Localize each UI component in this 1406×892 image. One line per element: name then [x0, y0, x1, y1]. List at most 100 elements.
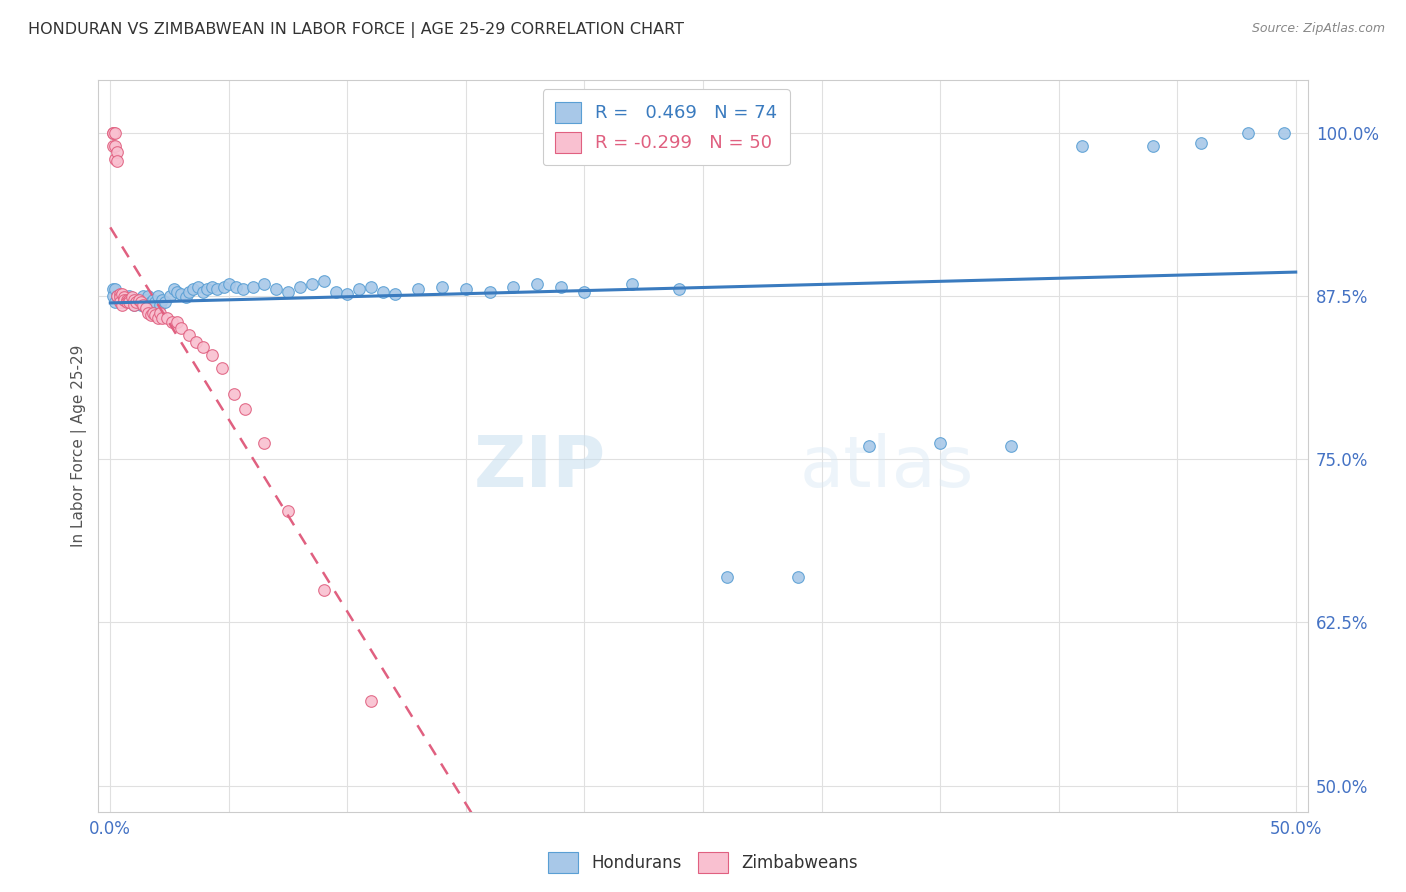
- Point: [135, 293, 157, 307]
- Point: [149, 306, 172, 320]
- Point: [108, 287, 131, 301]
- Point: [574, 285, 596, 299]
- Point: [101, 282, 124, 296]
- Point: [121, 290, 143, 304]
- Point: [170, 321, 193, 335]
- Point: [142, 306, 165, 320]
- Point: [242, 279, 264, 293]
- Point: [104, 282, 127, 296]
- Point: [668, 282, 690, 296]
- Point: [128, 293, 150, 307]
- Point: [432, 279, 454, 293]
- Point: [187, 279, 209, 293]
- Point: [277, 504, 299, 518]
- Point: [105, 145, 128, 160]
- Point: [201, 348, 224, 362]
- Point: [858, 439, 880, 453]
- Point: [1071, 138, 1094, 153]
- Point: [114, 289, 136, 303]
- Point: [101, 138, 124, 153]
- Point: [135, 301, 157, 315]
- Point: [125, 295, 148, 310]
- Point: [104, 126, 127, 140]
- Point: [1142, 138, 1164, 153]
- Point: [716, 569, 738, 583]
- Point: [111, 298, 134, 312]
- Point: [550, 279, 572, 293]
- Text: HONDURAN VS ZIMBABWEAN IN LABOR FORCE | AGE 25-29 CORRELATION CHART: HONDURAN VS ZIMBABWEAN IN LABOR FORCE | …: [28, 22, 685, 38]
- Point: [166, 285, 188, 299]
- Point: [264, 282, 287, 296]
- Point: [105, 154, 128, 169]
- Point: [152, 293, 174, 307]
- Point: [371, 285, 394, 299]
- Point: [301, 277, 323, 291]
- Point: [139, 295, 162, 310]
- Point: [408, 282, 430, 296]
- Point: [191, 340, 214, 354]
- Point: [149, 298, 172, 312]
- Point: [111, 287, 134, 301]
- Point: [174, 290, 197, 304]
- Point: [211, 360, 233, 375]
- Point: [118, 293, 141, 307]
- Point: [1237, 126, 1260, 140]
- Point: [146, 289, 169, 303]
- Point: [166, 315, 188, 329]
- Legend: R =   0.469   N = 74, R = -0.299   N = 50: R = 0.469 N = 74, R = -0.299 N = 50: [543, 89, 790, 165]
- Point: [104, 138, 127, 153]
- Point: [115, 293, 138, 307]
- Text: Source: ZipAtlas.com: Source: ZipAtlas.com: [1251, 22, 1385, 36]
- Point: [253, 436, 276, 450]
- Point: [108, 295, 131, 310]
- Point: [136, 289, 159, 303]
- Point: [129, 298, 152, 312]
- Point: [325, 285, 347, 299]
- Point: [143, 309, 166, 323]
- Point: [360, 694, 382, 708]
- Point: [212, 279, 235, 293]
- Point: [163, 282, 186, 296]
- Point: [125, 293, 148, 307]
- Point: [132, 298, 155, 312]
- Point: [101, 126, 124, 140]
- Point: [104, 295, 127, 310]
- Point: [146, 311, 169, 326]
- Point: [786, 569, 808, 583]
- Point: [177, 285, 200, 299]
- Point: [118, 295, 141, 310]
- Point: [122, 293, 145, 307]
- Point: [160, 315, 183, 329]
- Point: [384, 287, 406, 301]
- Point: [232, 282, 254, 296]
- Point: [235, 402, 257, 417]
- Text: ZIP: ZIP: [474, 434, 606, 502]
- Point: [156, 311, 179, 326]
- Point: [136, 306, 159, 320]
- Point: [114, 293, 136, 307]
- Point: [132, 289, 155, 303]
- Point: [143, 295, 166, 310]
- Point: [222, 386, 245, 401]
- Point: [253, 277, 276, 291]
- Point: [336, 287, 359, 301]
- Point: [153, 295, 176, 310]
- Text: atlas: atlas: [800, 434, 974, 502]
- Point: [197, 282, 219, 296]
- Point: [152, 311, 174, 326]
- Point: [1000, 439, 1022, 453]
- Point: [201, 279, 224, 293]
- Point: [114, 290, 136, 304]
- Point: [454, 282, 477, 296]
- Point: [277, 285, 299, 299]
- Point: [118, 289, 141, 303]
- Point: [347, 282, 370, 296]
- Point: [121, 295, 143, 310]
- Point: [105, 289, 128, 303]
- Point: [478, 285, 501, 299]
- Point: [101, 289, 124, 303]
- Point: [218, 277, 240, 291]
- Point: [122, 298, 145, 312]
- Point: [288, 279, 311, 293]
- Point: [225, 279, 247, 293]
